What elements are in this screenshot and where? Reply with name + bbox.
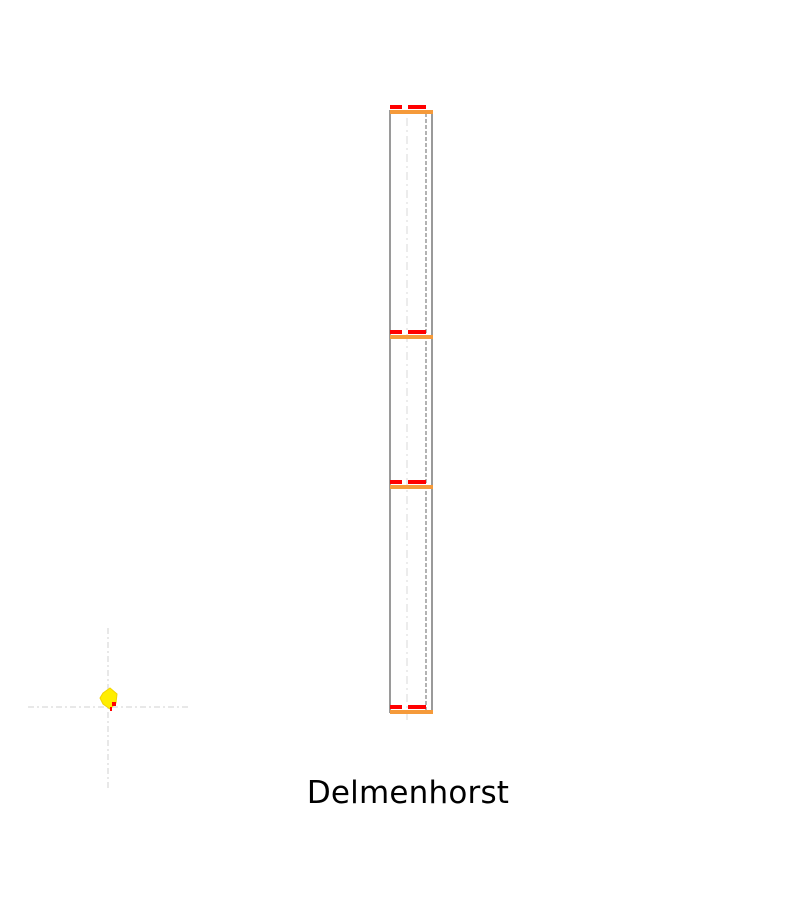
- origin-crosshair: [28, 628, 188, 788]
- origin-marker-icon: [99, 687, 118, 711]
- floor-level-marker: [390, 105, 433, 114]
- level-marker-red-left: [390, 105, 402, 109]
- floor-level-marker: [390, 480, 433, 489]
- floor-level-marker: [390, 330, 433, 339]
- level-slab-line: [390, 710, 433, 714]
- level-slab-line: [390, 485, 433, 489]
- level-slab-line: [390, 110, 433, 114]
- level-marker-red-left: [390, 330, 402, 334]
- level-marker-red-left: [390, 480, 402, 484]
- level-marker-red-right: [408, 105, 426, 109]
- level-marker-red-right: [408, 330, 426, 334]
- location-caption: Delmenhorst: [306, 775, 510, 811]
- level-marker-red-right: [408, 705, 426, 709]
- building-section: [389, 105, 433, 724]
- floor-level-marker: [390, 705, 433, 714]
- level-marker-red-right: [408, 480, 426, 484]
- level-marker-red-left: [390, 705, 402, 709]
- level-slab-line: [390, 335, 433, 339]
